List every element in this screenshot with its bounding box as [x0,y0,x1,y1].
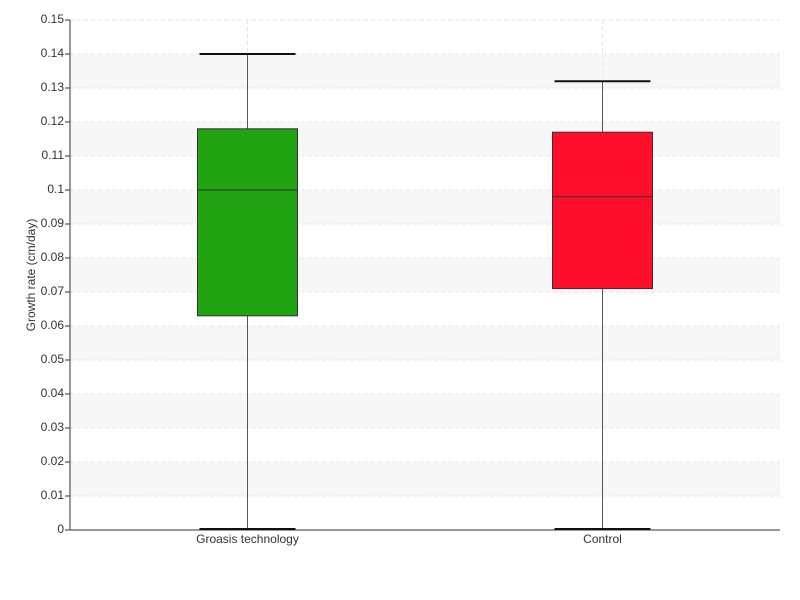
y-tick-label: 0.02 [41,454,65,468]
y-tick-label: 0.03 [41,420,65,434]
grid-band [70,394,780,428]
grid-band [70,122,780,156]
grid-band [70,54,780,88]
grid-band [70,326,780,360]
y-tick-label: 0.13 [41,80,65,94]
y-tick-label: 0.14 [41,46,65,60]
y-tick-label: 0.01 [41,488,65,502]
y-tick-label: 0.05 [41,352,65,366]
y-tick-label: 0.1 [47,182,64,196]
y-tick-label: 0.08 [41,250,65,264]
y-tick-label: 0.12 [41,114,65,128]
grid-band [70,190,780,224]
y-tick-label: 0.11 [42,148,65,162]
y-tick-label: 0.04 [41,386,65,400]
grid-band [70,462,780,496]
y-tick-label: 0.06 [41,318,65,332]
y-tick-label: 0.07 [41,284,65,298]
box [197,128,298,317]
grid-band [70,258,780,292]
y-tick-label: 0.09 [41,216,65,230]
x-tick-label: Control [583,532,622,546]
y-tick-label: 0.15 [41,12,65,26]
y-axis-label: Growth rate (cm/day) [24,219,38,332]
box [552,131,653,290]
y-tick-label: 0 [57,522,64,536]
x-tick-label: Groasis technology [196,532,299,546]
